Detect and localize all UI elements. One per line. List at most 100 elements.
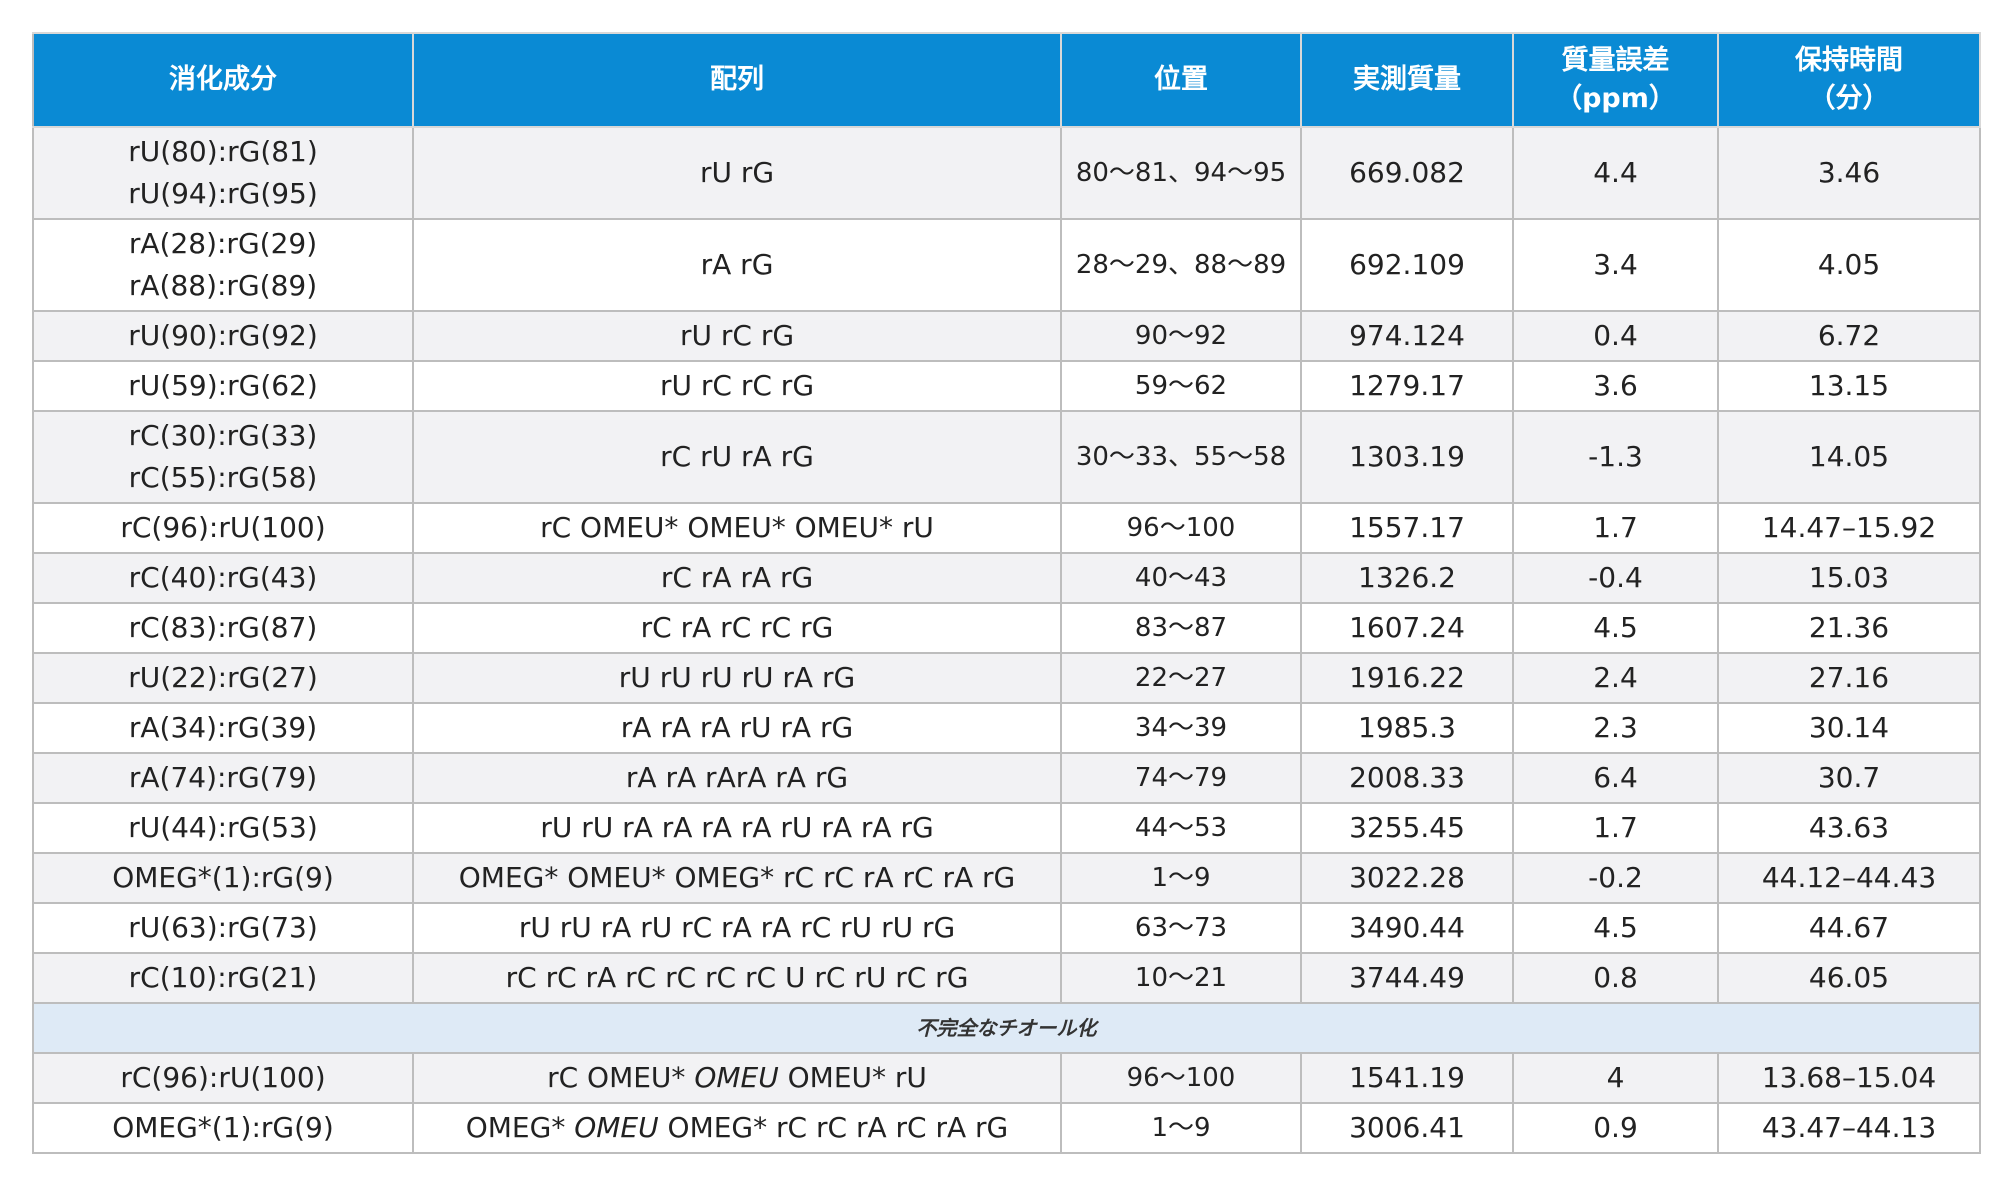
header-component-label: 消化成分 — [169, 64, 277, 95]
cell-component: rU(44):rG(53) — [32, 802, 414, 854]
cell-error: 0.8 — [1512, 952, 1719, 1004]
cell-component: rU(59):rG(62) — [32, 360, 414, 412]
cell-position: 96～100 — [1060, 1052, 1302, 1104]
header-time-label: 保持時間 — [1795, 45, 1903, 76]
component-label: rU(59):rG(62) — [128, 369, 318, 402]
cell-position: 63～73 — [1060, 902, 1302, 954]
cell-component: rC(96):rU(100) — [32, 1052, 414, 1104]
section-label: 不完全なチオール化 — [32, 1002, 1981, 1054]
cell-error: 6.4 — [1512, 752, 1719, 804]
table-row: rA(28):rG(29) rA(88):rG(89) rA rG 28～29、88～… — [32, 218, 1981, 312]
cell-time: 14.05 — [1717, 410, 1981, 504]
cell-error: 1.7 — [1512, 502, 1719, 554]
cell-time: 43.63 — [1717, 802, 1981, 854]
cell-error: 0.9 — [1512, 1102, 1719, 1154]
component-label: rC(30):rG(33) — [128, 419, 318, 452]
cell-time: 46.05 — [1717, 952, 1981, 1004]
sequence-italic-part: OMEU — [694, 1061, 779, 1094]
table-body: rU(80):rG(81) rU(94):rG(95) rU rG 80～81、94～… — [32, 126, 1981, 1154]
cell-component: rA(34):rG(39) — [32, 702, 414, 754]
cell-position: 22～27 — [1060, 652, 1302, 704]
cell-mass: 1557.17 — [1300, 502, 1514, 554]
component-label: rC(10):rG(21) — [128, 961, 318, 994]
cell-error: 4 — [1512, 1052, 1719, 1104]
cell-component: rU(90):rG(92) — [32, 310, 414, 362]
table-row: rU(22):rG(27) rU rU rU rU rA rG 22～27 1916.… — [32, 652, 1981, 704]
cell-sequence: rU rC rC rG — [412, 360, 1062, 412]
cell-position: 40～43 — [1060, 552, 1302, 604]
header-error-unit: （ppm） — [1555, 83, 1676, 114]
cell-time: 44.12–44.43 — [1717, 852, 1981, 904]
cell-error: 3.4 — [1512, 218, 1719, 312]
cell-position: 74～79 — [1060, 752, 1302, 804]
component-label: rU(44):rG(53) — [128, 811, 318, 844]
table-row: rU(90):rG(92) rU rC rG 90～92 974.124 0.4 6.72 — [32, 310, 1981, 362]
cell-time: 44.67 — [1717, 902, 1981, 954]
cell-component: rC(30):rG(33) rC(55):rG(58) — [32, 410, 414, 504]
component-label: rC(83):rG(87) — [128, 611, 318, 644]
cell-time: 30.7 — [1717, 752, 1981, 804]
cell-position: 44～53 — [1060, 802, 1302, 854]
header-mass: 実測質量 — [1300, 32, 1514, 128]
table-row: rU(80):rG(81) rU(94):rG(95) rU rG 80～81、94～… — [32, 126, 1981, 220]
cell-component: rU(63):rG(73) — [32, 902, 414, 954]
component-label: rA(34):rG(39) — [128, 711, 318, 744]
table-row: rC(40):rG(43) rC rA rA rG 40～43 1326.2 -0.4 1… — [32, 552, 1981, 604]
cell-component: rC(83):rG(87) — [32, 602, 414, 654]
cell-sequence: rU rG — [412, 126, 1062, 220]
cell-position: 30～33、55～58 — [1060, 410, 1302, 504]
cell-position: 34～39 — [1060, 702, 1302, 754]
cell-error: 1.7 — [1512, 802, 1719, 854]
cell-position: 1～9 — [1060, 852, 1302, 904]
cell-component: rC(40):rG(43) — [32, 552, 414, 604]
cell-component: OMEG*(1):rG(9) — [32, 1102, 414, 1154]
cell-sequence: OMEG* OMEU* OMEG* rC rC rA rC rA rG — [412, 852, 1062, 904]
header-time: 保持時間 （分） — [1717, 32, 1981, 128]
cell-component: rU(80):rG(81) rU(94):rG(95) — [32, 126, 414, 220]
header-error: 質量誤差 （ppm） — [1512, 32, 1719, 128]
cell-error: 4.5 — [1512, 602, 1719, 654]
cell-mass: 669.082 — [1300, 126, 1514, 220]
cell-error: 2.3 — [1512, 702, 1719, 754]
cell-mass: 3006.41 — [1300, 1102, 1514, 1154]
cell-component: rC(96):rU(100) — [32, 502, 414, 554]
component-label: rU(94):rG(95) — [128, 177, 318, 210]
cell-position: 28～29、88～89 — [1060, 218, 1302, 312]
component-label: rU(80):rG(81) — [128, 135, 318, 168]
component-label: OMEG*(1):rG(9) — [112, 861, 334, 894]
cell-component: rA(28):rG(29) rA(88):rG(89) — [32, 218, 414, 312]
section-row-incomplete-thiolation: 不完全なチオール化 — [32, 1002, 1981, 1054]
digestion-results-table: 消化成分 配列 位置 実測質量 質量誤差 （ppm） 保持時間 （分） rU(80):rG(8… — [32, 32, 1981, 1154]
cell-time: 21.36 — [1717, 602, 1981, 654]
cell-error: -0.4 — [1512, 552, 1719, 604]
component-label: rU(63):rG(73) — [128, 911, 318, 944]
cell-sequence: rC rU rA rG — [412, 410, 1062, 504]
component-label: rC(40):rG(43) — [128, 561, 318, 594]
table-row: rC(30):rG(33) rC(55):rG(58) rC rU rA rG 30～… — [32, 410, 1981, 504]
cell-sequence: rA rG — [412, 218, 1062, 312]
sequence-part: rC OMEU* — [547, 1061, 695, 1094]
header-sequence-label: 配列 — [710, 64, 764, 95]
cell-sequence: OMEG* OMEU OMEG* rC rC rA rC rA rG — [412, 1102, 1062, 1154]
cell-mass: 1303.19 — [1300, 410, 1514, 504]
cell-position: 10～21 — [1060, 952, 1302, 1004]
cell-error: 2.4 — [1512, 652, 1719, 704]
component-label: rU(22):rG(27) — [128, 661, 318, 694]
cell-sequence: rA rA rA rU rA rG — [412, 702, 1062, 754]
cell-error: 0.4 — [1512, 310, 1719, 362]
cell-sequence: rC rA rC rC rG — [412, 602, 1062, 654]
cell-sequence: rC OMEU* OMEU* OMEU* rU — [412, 502, 1062, 554]
cell-position: 80～81、94～95 — [1060, 126, 1302, 220]
cell-component: OMEG*(1):rG(9) — [32, 852, 414, 904]
cell-sequence: rU rU rA rU rC rA rA rC rU rU rG — [412, 902, 1062, 954]
table-row: rC(96):rU(100) rC OMEU* OMEU* OMEU* rU 96～… — [32, 502, 1981, 554]
cell-position: 90～92 — [1060, 310, 1302, 362]
table-row: rC(96):rU(100) rC OMEU* OMEU OMEU* rU 96～1… — [32, 1052, 1981, 1104]
table-row: rC(83):rG(87) rC rA rC rC rG 83～87 1607.24 4… — [32, 602, 1981, 654]
cell-time: 13.68–15.04 — [1717, 1052, 1981, 1104]
cell-mass: 1985.3 — [1300, 702, 1514, 754]
cell-position: 59～62 — [1060, 360, 1302, 412]
cell-error: 3.6 — [1512, 360, 1719, 412]
cell-error: 4.4 — [1512, 126, 1719, 220]
cell-sequence: rA rA rArA rA rG — [412, 752, 1062, 804]
